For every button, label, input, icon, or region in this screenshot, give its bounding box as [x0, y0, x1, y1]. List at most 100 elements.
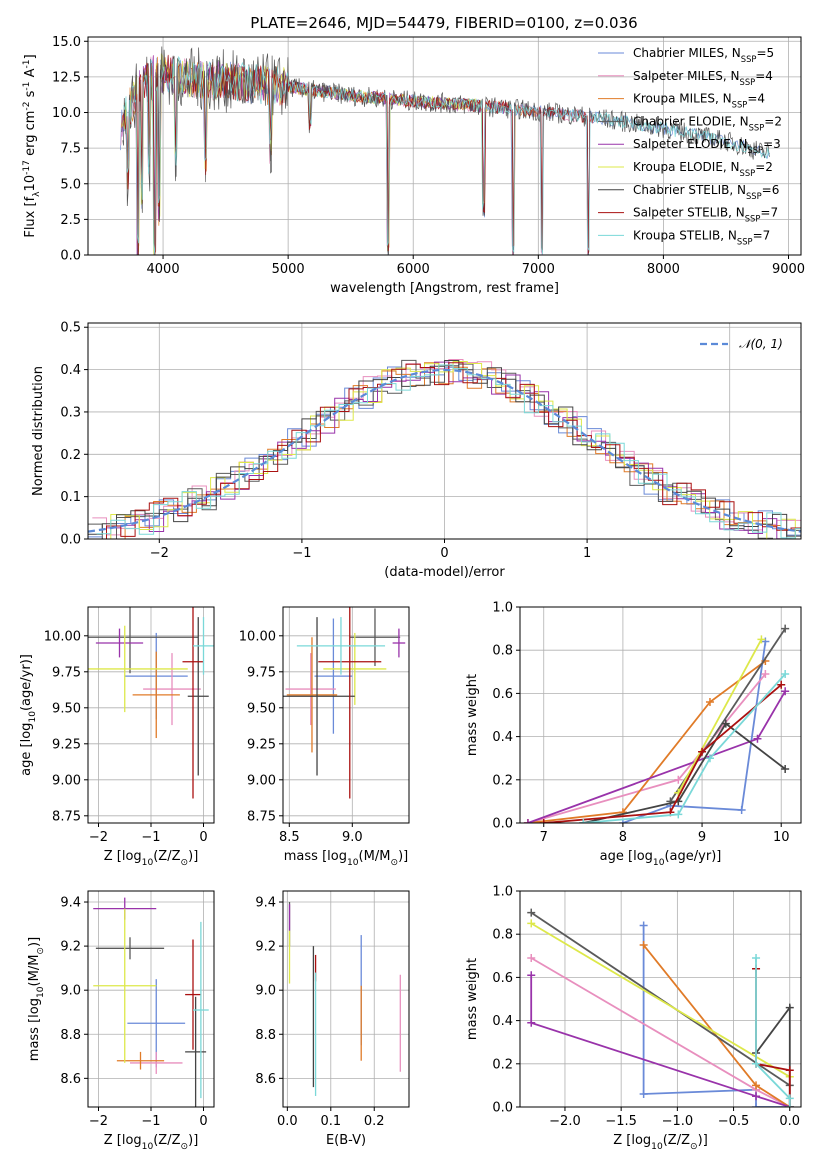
weight-marker [757, 635, 766, 644]
tick-label-x: 0 [440, 546, 448, 561]
histogram-series [88, 360, 801, 537]
tick-label-y: 7.5 [60, 142, 81, 157]
weight-marker [527, 919, 536, 928]
tick-label-x: 1 [583, 546, 591, 561]
tick-label-x: −1 [292, 546, 311, 561]
x-axis-label: mass [log10(M/M⊙)] [284, 849, 408, 868]
tick-label-y: 9.0 [255, 984, 276, 999]
spectrum-series-line [123, 55, 770, 255]
legend-entry: Chabrier MILES, NSSP=5 [633, 46, 774, 64]
tick-label-y: 9.50 [247, 701, 276, 716]
weight-line [530, 975, 791, 1107]
tick-label-y: 8.8 [60, 1028, 81, 1043]
tick-label-y: 9.25 [247, 737, 276, 752]
tick-label-y: 10.0 [52, 106, 81, 121]
tick-label-y: 5.0 [60, 177, 81, 192]
weight-line [530, 922, 791, 1078]
axes-weight_vs_Z: −2.0 −1.5 −1.0 −0.5 0.0 0.0 0.2 0.4 0.6 0.8 1.0 Z [… [465, 885, 802, 1152]
tick-label-x: 6000 [397, 262, 430, 277]
weight-marker [705, 698, 714, 707]
weight-marker [781, 687, 790, 696]
axes-frame [87, 322, 802, 540]
legend-entry: Salpeter STELIB, NSSP=7 [633, 206, 778, 224]
tick-label-x: 0.2 [364, 1114, 385, 1129]
tick-label-x: −1 [141, 1114, 160, 1129]
histogram-series [96, 364, 801, 539]
x-axis-label: age [log10(age/yr)] [600, 849, 722, 868]
axes-frame [282, 890, 410, 1108]
weight-marker [752, 1081, 761, 1090]
tick-label-y: 0.4 [60, 363, 81, 378]
tick-label-x: −0.5 [718, 1114, 750, 1129]
tick-label-y: 0.8 [492, 928, 513, 943]
tick-label-y: 8.6 [255, 1072, 276, 1087]
tick-label-y: 1.0 [492, 885, 513, 900]
tick-label-y: 9.0 [60, 984, 81, 999]
weight-marker [781, 669, 790, 678]
plot-area-mass_vs_ebv [288, 902, 401, 1096]
axes-mass_vs_ebv: 0.0 0.1 0.2 8.6 8.8 9.0 9.2 9.4 E(B-V) [255, 890, 410, 1148]
weight-marker [527, 908, 536, 917]
tick-label-x: 2 [726, 546, 734, 561]
weight-line [677, 638, 763, 794]
y-axis-label: Flux [fλ10-17 erg cm-2 s-1 A-1] [22, 54, 42, 237]
axes-frame [87, 890, 215, 1108]
tick-label-y: 0.4 [492, 730, 513, 745]
legend-entry: Salpeter MILES, NSSP=4 [633, 69, 773, 87]
weight-marker [527, 1018, 536, 1027]
axes-residuals: −2 −1 0 1 2 0.0 0.1 0.2 0.3 0.4 0.5 (data-model)/er… [31, 321, 802, 580]
chart-layer: 4000 5000 6000 7000 8000 90000.02.55.07.510.0… [19, 35, 805, 1152]
axes-frame [282, 606, 410, 824]
weight-marker [752, 1092, 761, 1101]
tick-label-x: 5000 [272, 262, 305, 277]
weight-marker [781, 765, 790, 773]
tick-label-x: 0.0 [779, 1114, 800, 1129]
weight-marker [785, 1003, 794, 1012]
legend-entry: Chabrier STELIB, NSSP=6 [633, 183, 779, 201]
legend-entry: 𝒩(0, 1) [739, 337, 783, 351]
weight-marker [705, 754, 714, 763]
figure-title: PLATE=2646, MJD=54479, FIBERID=0100, z=0… [250, 14, 637, 32]
tick-label-y: 9.00 [52, 773, 81, 788]
tick-label-x: 8 [619, 830, 627, 845]
weight-line [755, 958, 791, 1107]
tick-label-x: 7 [540, 830, 548, 845]
tick-label-x: 9 [698, 830, 706, 845]
tick-label-y: 9.00 [247, 773, 276, 788]
weight-marker [674, 775, 683, 784]
tick-label-x: 0 [199, 1114, 207, 1129]
tick-label-y: 8.75 [52, 809, 81, 824]
axes-age_vs_Z: −2 −1 0 8.75 9.00 9.25 9.50 9.75 10.00 Z [log10(Z… [19, 606, 215, 868]
tick-label-x: −2 [89, 1114, 108, 1129]
tick-label-y: 0.4 [492, 1014, 513, 1029]
weight-marker [639, 1090, 648, 1099]
axes-weight_vs_age: 7 8 9 10 0.0 0.2 0.4 0.6 0.8 1.0 age [log10(age/yr… [465, 601, 802, 868]
y-axis-label: mass weight [465, 958, 480, 1040]
weight-marker [737, 806, 746, 815]
tick-label-y: 9.75 [247, 665, 276, 680]
gaussian-curve [88, 368, 801, 533]
axes-age_vs_mass: 8.5 9.0 8.75 9.00 9.25 9.50 9.75 10.00 mass [log… [239, 606, 410, 868]
tick-label-y: 8.75 [247, 809, 276, 824]
plot-area-residuals [88, 359, 801, 539]
x-axis-label: Z [log10(Z/Z⊙)] [104, 1133, 199, 1152]
tick-label-y: 9.4 [60, 896, 81, 911]
axes-frame [87, 36, 802, 256]
plot-area-age_vs_mass [283, 607, 406, 799]
tick-label-y: 0.2 [492, 1057, 513, 1072]
tick-label-x: 0.0 [277, 1114, 298, 1129]
tick-label-y: 12.5 [52, 70, 81, 85]
weight-marker [752, 953, 761, 962]
tick-label-x: 9000 [772, 262, 805, 277]
y-axis-label: Normed distribution [31, 366, 46, 496]
weight-marker [752, 1059, 761, 1068]
tick-label-y: 0.0 [60, 249, 81, 264]
weight-marker [761, 669, 770, 678]
axes-frame [87, 606, 215, 824]
histogram-series [92, 362, 801, 539]
tick-label-y: 0.2 [60, 448, 81, 463]
weight-marker [785, 1066, 794, 1075]
tick-label-y: 15.0 [52, 35, 81, 50]
plot-area-age_vs_Z [88, 607, 214, 799]
tick-label-x: −2 [89, 830, 108, 845]
